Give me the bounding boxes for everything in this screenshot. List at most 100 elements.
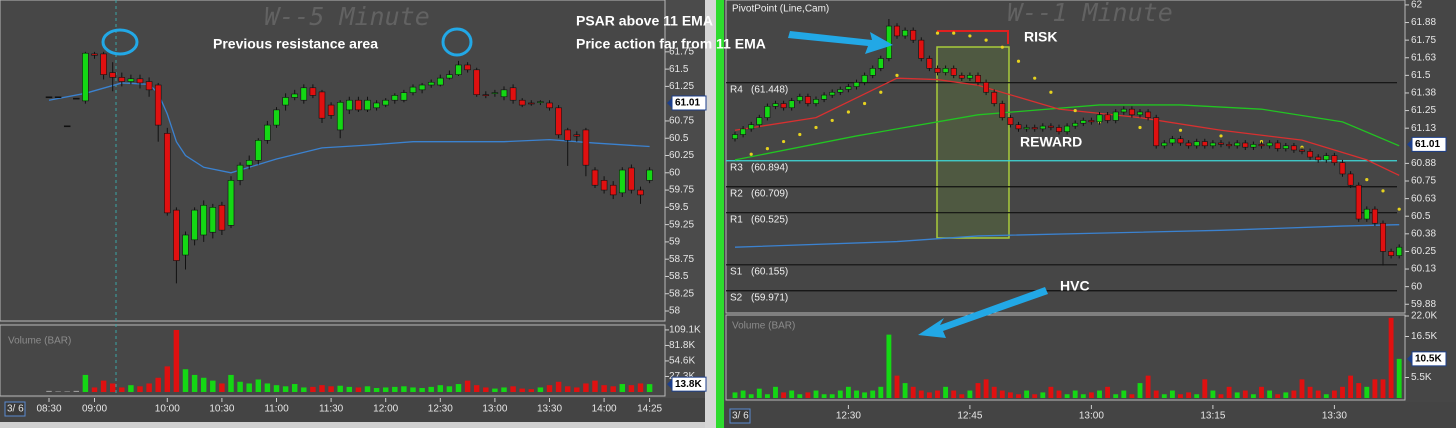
volume-bar: [1169, 390, 1175, 398]
highlight-circle: [441, 27, 473, 57]
pivot-name: S1: [730, 266, 743, 277]
candle-body: [227, 180, 235, 226]
candle-body: [910, 29, 917, 41]
pivot-value: (61.448): [751, 84, 788, 95]
volume-bar: [1178, 394, 1183, 398]
volume-bar: [355, 387, 362, 392]
pivot-value: (60.709): [751, 188, 788, 199]
arrow: [918, 287, 1048, 338]
candle-body: [591, 169, 599, 186]
candle-body: [1290, 145, 1297, 151]
volume-bar: [1259, 386, 1264, 398]
watermark: W--1 Minute: [1007, 0, 1173, 27]
volume-bar: [64, 391, 70, 392]
y-tick-label: 60: [1411, 281, 1423, 292]
volume-bar: [310, 386, 316, 392]
x-tick-label: 13:30: [537, 404, 562, 415]
psar-dot: [984, 38, 988, 42]
volume-bar: [967, 390, 973, 398]
candle-body: [772, 103, 779, 107]
volume-bar: [951, 390, 957, 398]
volume-bar: [870, 390, 876, 398]
candle-body: [182, 234, 189, 256]
y-tick-label: 61.5: [1411, 70, 1431, 81]
candle-body: [1201, 141, 1208, 147]
volume-bar: [1380, 379, 1386, 398]
psar-dot: [830, 118, 834, 123]
annotation: HVC: [1060, 278, 1090, 294]
volume-bar: [1250, 394, 1256, 398]
candle-body: [482, 94, 490, 96]
volume-bar: [862, 392, 868, 398]
candle-body: [164, 133, 171, 214]
candle-body: [1250, 144, 1257, 148]
candle-body: [318, 91, 326, 119]
price-marker: [671, 376, 707, 392]
y-tick-label: 60.5: [1411, 211, 1431, 222]
volume-bar: [100, 380, 107, 392]
candle-body: [100, 53, 107, 75]
candle-body: [861, 75, 868, 83]
volume-bar: [1153, 390, 1159, 398]
volume-bar: [1113, 394, 1119, 398]
candle-body: [1031, 127, 1038, 130]
psar-dot: [1219, 134, 1223, 138]
date-box: [729, 408, 751, 424]
candle-body: [564, 129, 571, 141]
candle-body: [1088, 120, 1095, 123]
volume-bar: [813, 390, 819, 398]
candle-body: [1274, 142, 1281, 149]
volume-bar: [829, 394, 835, 398]
candle-body: [942, 68, 949, 73]
volume-bar: [1299, 379, 1305, 398]
candle-body: [1153, 117, 1160, 147]
y-tick-label: 60.25: [669, 150, 694, 161]
y-tick-label: 61.88: [1411, 17, 1436, 28]
volume-bar: [1356, 383, 1362, 398]
volume-bar: [1331, 390, 1337, 398]
price-marker-label: 61.01: [675, 98, 700, 109]
candle-body: [628, 167, 635, 191]
psar-dot: [749, 152, 753, 156]
date-label: 3/ 6: [7, 404, 24, 415]
candle-body: [518, 99, 526, 106]
volume-bar: [255, 379, 262, 392]
volume-bar: [1040, 392, 1046, 398]
volume-bar: [301, 387, 307, 392]
candle-body: [740, 128, 747, 135]
volume-bar: [1137, 383, 1143, 398]
psar-dot: [935, 31, 940, 35]
volume-bar: [1056, 390, 1062, 398]
candle-body: [1104, 114, 1111, 121]
volume-bar: [555, 381, 562, 392]
candle-body: [600, 180, 608, 191]
candle-body: [218, 204, 226, 231]
volume-bar: [918, 390, 924, 398]
psar-dot: [1049, 90, 1053, 94]
candle-body: [894, 25, 900, 37]
volume-bar: [1267, 390, 1273, 398]
volume-bar: [583, 383, 589, 392]
volume-bar: [228, 374, 234, 392]
volume-bar: [999, 390, 1005, 398]
volume-bar: [991, 386, 997, 398]
volume-bar: [182, 369, 189, 392]
x-tick-label: 12:30: [428, 404, 453, 415]
candle-body: [109, 72, 116, 78]
volume-bar: [1396, 358, 1402, 398]
volume-bar: [428, 386, 434, 392]
candle-body: [355, 99, 362, 111]
volume-bar: [1234, 392, 1240, 398]
price-marker-label: 13.8K: [675, 379, 702, 390]
volume-bar: [1080, 394, 1086, 398]
y-tick-label: 58.75: [669, 254, 694, 265]
candle-body: [373, 102, 380, 109]
psar-dot: [895, 73, 899, 77]
volume-bar: [837, 390, 843, 398]
candle-body: [45, 96, 53, 99]
x-tick-label: 10:00: [155, 404, 180, 415]
volume-bar: [1088, 392, 1094, 398]
candle-body: [1137, 111, 1143, 116]
price-marker-label: 10.5K: [1415, 354, 1442, 365]
volume-bar: [975, 383, 981, 398]
